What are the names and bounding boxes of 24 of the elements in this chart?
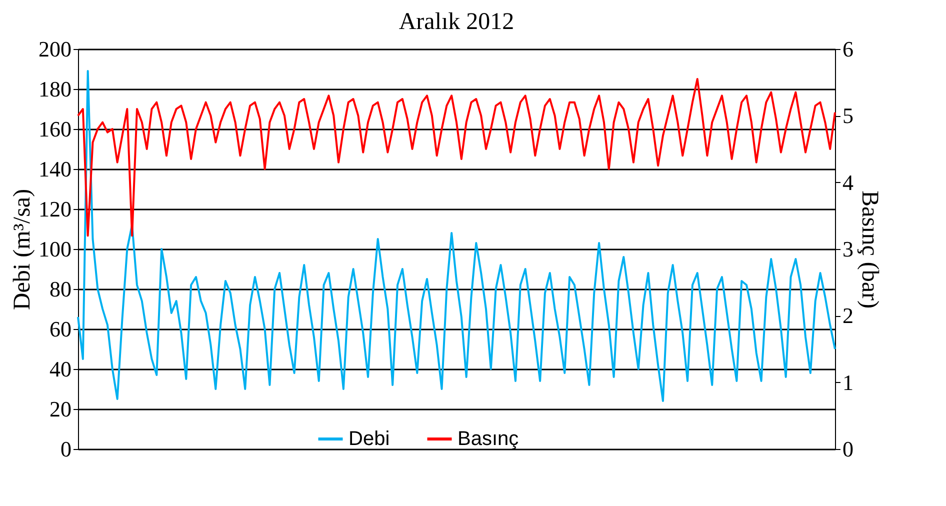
y2-tick-label: 0 (842, 436, 854, 462)
line-series (77, 78, 836, 237)
y2-tick-label: 4 (842, 170, 854, 195)
y-tick-label: 80 (50, 276, 72, 302)
legend-label: Debi (348, 428, 390, 450)
legend-label: Basınç (458, 428, 519, 450)
y2-axis-title: Basınç (bar) (856, 190, 882, 308)
y-tick-label: 160 (38, 116, 72, 142)
y-tick-label: 0 (60, 436, 72, 462)
y-tick-label: 40 (50, 356, 72, 382)
y-tick-label: 100 (38, 236, 72, 262)
y2-tick-label: 2 (842, 303, 854, 328)
y-axis-title: Debi (m³/sa) (10, 188, 36, 310)
y-tick-label: 140 (38, 156, 72, 182)
y-tick-label: 200 (38, 36, 72, 62)
y2-tick-label: 3 (842, 236, 854, 262)
chart-title: Aralık 2012 (398, 9, 514, 35)
y-tick-label: 120 (38, 196, 72, 222)
y2-tick-label: 1 (842, 370, 854, 395)
y2-tick-label: 6 (842, 36, 854, 62)
y-tick-label: 20 (50, 396, 72, 422)
y-tick-label: 180 (38, 76, 72, 102)
y-tick-label: 60 (50, 316, 72, 342)
y2-tick-label: 5 (842, 103, 854, 128)
